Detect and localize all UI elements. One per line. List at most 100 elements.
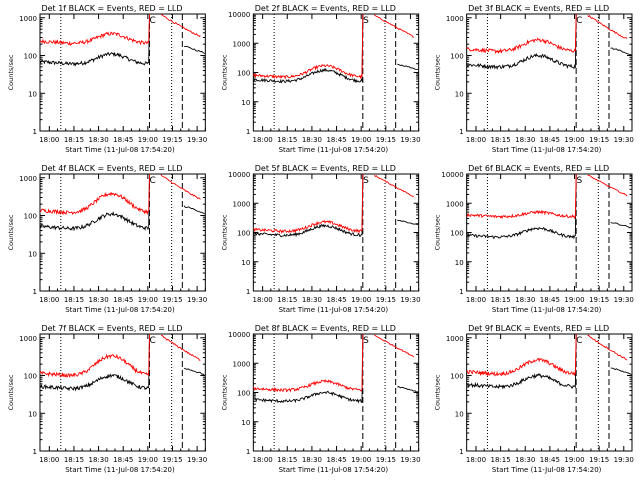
panel-det-3: Det 3f BLACK = Events, RED = LLD 1 10 100 10… (434, 4, 634, 154)
x-tick-label: 19:00 (351, 296, 371, 304)
y-tick-label: 100 (450, 373, 463, 381)
x-tick-label: 18:30 (302, 296, 322, 304)
events-tail-line (610, 47, 632, 56)
y-tick-label: 1 (459, 288, 463, 296)
y-axis-label: Counts/sec (220, 374, 228, 410)
plot-frame (39, 173, 206, 292)
x-tick-label: 18:30 (88, 296, 108, 304)
x-tick-label: 19:15 (162, 296, 182, 304)
y-axis-label: Counts/sec (7, 54, 15, 90)
y-axis-label: Counts/sec (7, 214, 15, 250)
y-tick-label: 10000 (228, 171, 250, 179)
x-tick-label: 18:45 (540, 296, 560, 304)
y-tick-label: 100 (237, 230, 250, 238)
y-tick-label: 1000 (446, 15, 464, 23)
x-tick-label: 18:45 (326, 456, 346, 464)
x-tick-label: 18:00 (253, 136, 273, 144)
x-tick-label: 18:00 (466, 456, 486, 464)
y-tick-label: 1000 (19, 175, 37, 183)
y-tick-label: 1000 (233, 360, 251, 368)
events-tail-line (610, 367, 632, 375)
y-tick-label: 10 (455, 90, 464, 98)
panel-det-9: Det 9f BLACK = Events, RED = LLD 1 10 100 10… (434, 324, 634, 474)
lld-decay-line (374, 14, 414, 38)
x-tick-label: 18:15 (491, 136, 511, 144)
panel-title: Det 5f BLACK = Events, RED = LLD (255, 164, 396, 173)
x-tick-label: 19:30 (614, 296, 634, 304)
x-tick-label: 19:00 (138, 296, 158, 304)
x-tick-label: 18:45 (326, 296, 346, 304)
panel-title: Det 8f BLACK = Events, RED = LLD (255, 324, 396, 333)
x-tick-label: 18:15 (277, 456, 297, 464)
flare-mark: S (576, 176, 582, 186)
x-tick-label: 18:30 (302, 456, 322, 464)
x-tick-label: 19:30 (187, 296, 207, 304)
y-tick-label: 10 (241, 99, 250, 107)
y-tick-label: 1 (459, 448, 463, 456)
x-axis-label: Start Time (11-Jul-08 17:54:20) (279, 466, 389, 474)
x-tick-label: 18:30 (302, 136, 322, 144)
x-tick-label: 19:00 (351, 456, 371, 464)
y-tick-label: 1000 (19, 15, 37, 23)
x-tick-label: 18:30 (88, 136, 108, 144)
x-axis-label: Start Time (11-Jul-08 17:54:20) (65, 466, 175, 474)
y-tick-label: 10000 (441, 171, 463, 179)
lld-line (466, 13, 577, 55)
lld-line (466, 173, 577, 220)
y-tick-label: 100 (450, 53, 463, 61)
y-tick-label: 100 (237, 70, 250, 78)
x-tick-label: 19:15 (589, 296, 609, 304)
panel-det-7: Det 7f BLACK = Events, RED = LLD 1 10 100 10… (7, 324, 207, 474)
flare-mark: C (576, 336, 582, 346)
panel-title: Det 2f BLACK = Events, RED = LLD (255, 4, 396, 13)
x-tick-label: 18:30 (515, 456, 535, 464)
lld-line (466, 333, 577, 377)
events-tail-line (183, 367, 205, 376)
plot-frame (466, 173, 633, 292)
x-tick-label: 18:15 (64, 296, 84, 304)
lld-decay-line (160, 174, 201, 200)
x-tick-label: 18:15 (491, 296, 511, 304)
y-axis-label: Counts/sec (434, 374, 442, 410)
x-axis-label: Start Time (11-Jul-08 17:54:20) (492, 306, 602, 314)
events-tail-line (183, 205, 205, 215)
x-tick-label: 19:15 (376, 136, 396, 144)
y-tick-label: 10 (455, 259, 464, 267)
y-tick-label: 100 (450, 230, 463, 238)
y-tick-label: 10 (241, 419, 250, 427)
x-tick-label: 19:00 (564, 296, 584, 304)
x-tick-label: 18:00 (253, 456, 273, 464)
x-tick-label: 18:30 (88, 456, 108, 464)
y-tick-label: 1000 (233, 200, 251, 208)
x-tick-label: 19:30 (400, 296, 420, 304)
y-tick-label: 1 (459, 128, 463, 136)
plot-frame (252, 333, 420, 452)
x-tick-label: 19:00 (138, 136, 158, 144)
x-tick-label: 18:45 (113, 136, 133, 144)
events-line (39, 334, 150, 392)
x-tick-label: 18:30 (515, 136, 535, 144)
x-tick-label: 18:45 (113, 296, 133, 304)
events-line (39, 174, 150, 232)
x-tick-label: 19:30 (400, 456, 420, 464)
events-line (253, 14, 364, 84)
lld-decay-line (587, 15, 628, 39)
y-tick-label: 10000 (228, 11, 250, 19)
x-axis-label: Start Time (11-Jul-08 17:54:20) (492, 466, 602, 474)
y-tick-label: 100 (24, 373, 37, 381)
lld-decay-line (160, 334, 201, 361)
lld-decay-line (374, 334, 415, 358)
x-tick-label: 18:15 (64, 456, 84, 464)
panel-title: Det 4f BLACK = Events, RED = LLD (41, 164, 182, 173)
panel-title: Det 1f BLACK = Events, RED = LLD (41, 4, 182, 13)
lld-line (253, 173, 364, 234)
y-tick-label: 1 (33, 288, 37, 296)
x-tick-label: 18:30 (515, 296, 535, 304)
y-axis-label: Counts/sec (220, 214, 228, 250)
lld-decay-line (587, 334, 628, 361)
plot-frame (252, 173, 420, 292)
lld-line (39, 333, 150, 378)
lld-line (39, 173, 150, 216)
x-tick-label: 18:00 (466, 136, 486, 144)
y-tick-label: 1 (33, 448, 37, 456)
